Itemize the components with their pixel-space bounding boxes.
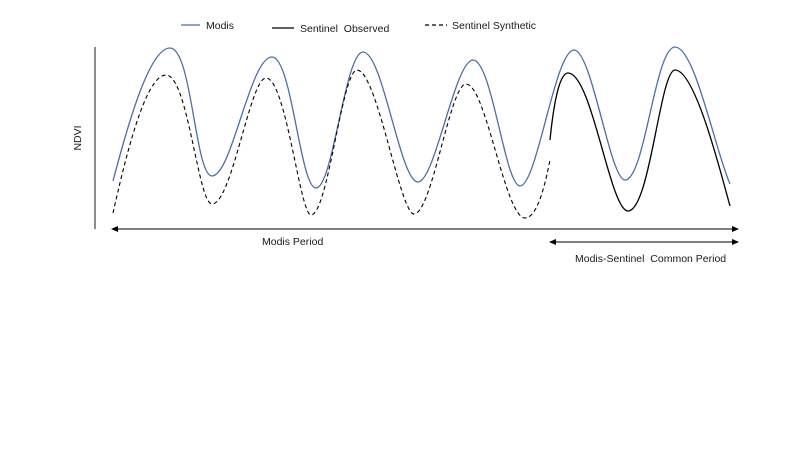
modis-curve <box>112 46 731 189</box>
legend: Modis Sentinel Observed Sentinel Synthet… <box>181 20 536 35</box>
legend-label-modis: Modis <box>206 20 234 32</box>
sentinel-synthetic-curve <box>112 69 551 219</box>
modis-period-label: Modis Period <box>262 236 323 248</box>
modis-period-arrow <box>111 226 739 232</box>
common-period-label: Modis-Sentinel Common Period <box>575 253 726 265</box>
y-axis-label: NDVI <box>72 125 84 150</box>
common-period-arrow <box>549 239 739 245</box>
legend-label-sentinel-synthetic: Sentinel Synthetic <box>452 20 536 32</box>
legend-label-sentinel-observed: Sentinel Observed <box>300 23 389 35</box>
sentinel-observed-curve <box>549 69 731 212</box>
